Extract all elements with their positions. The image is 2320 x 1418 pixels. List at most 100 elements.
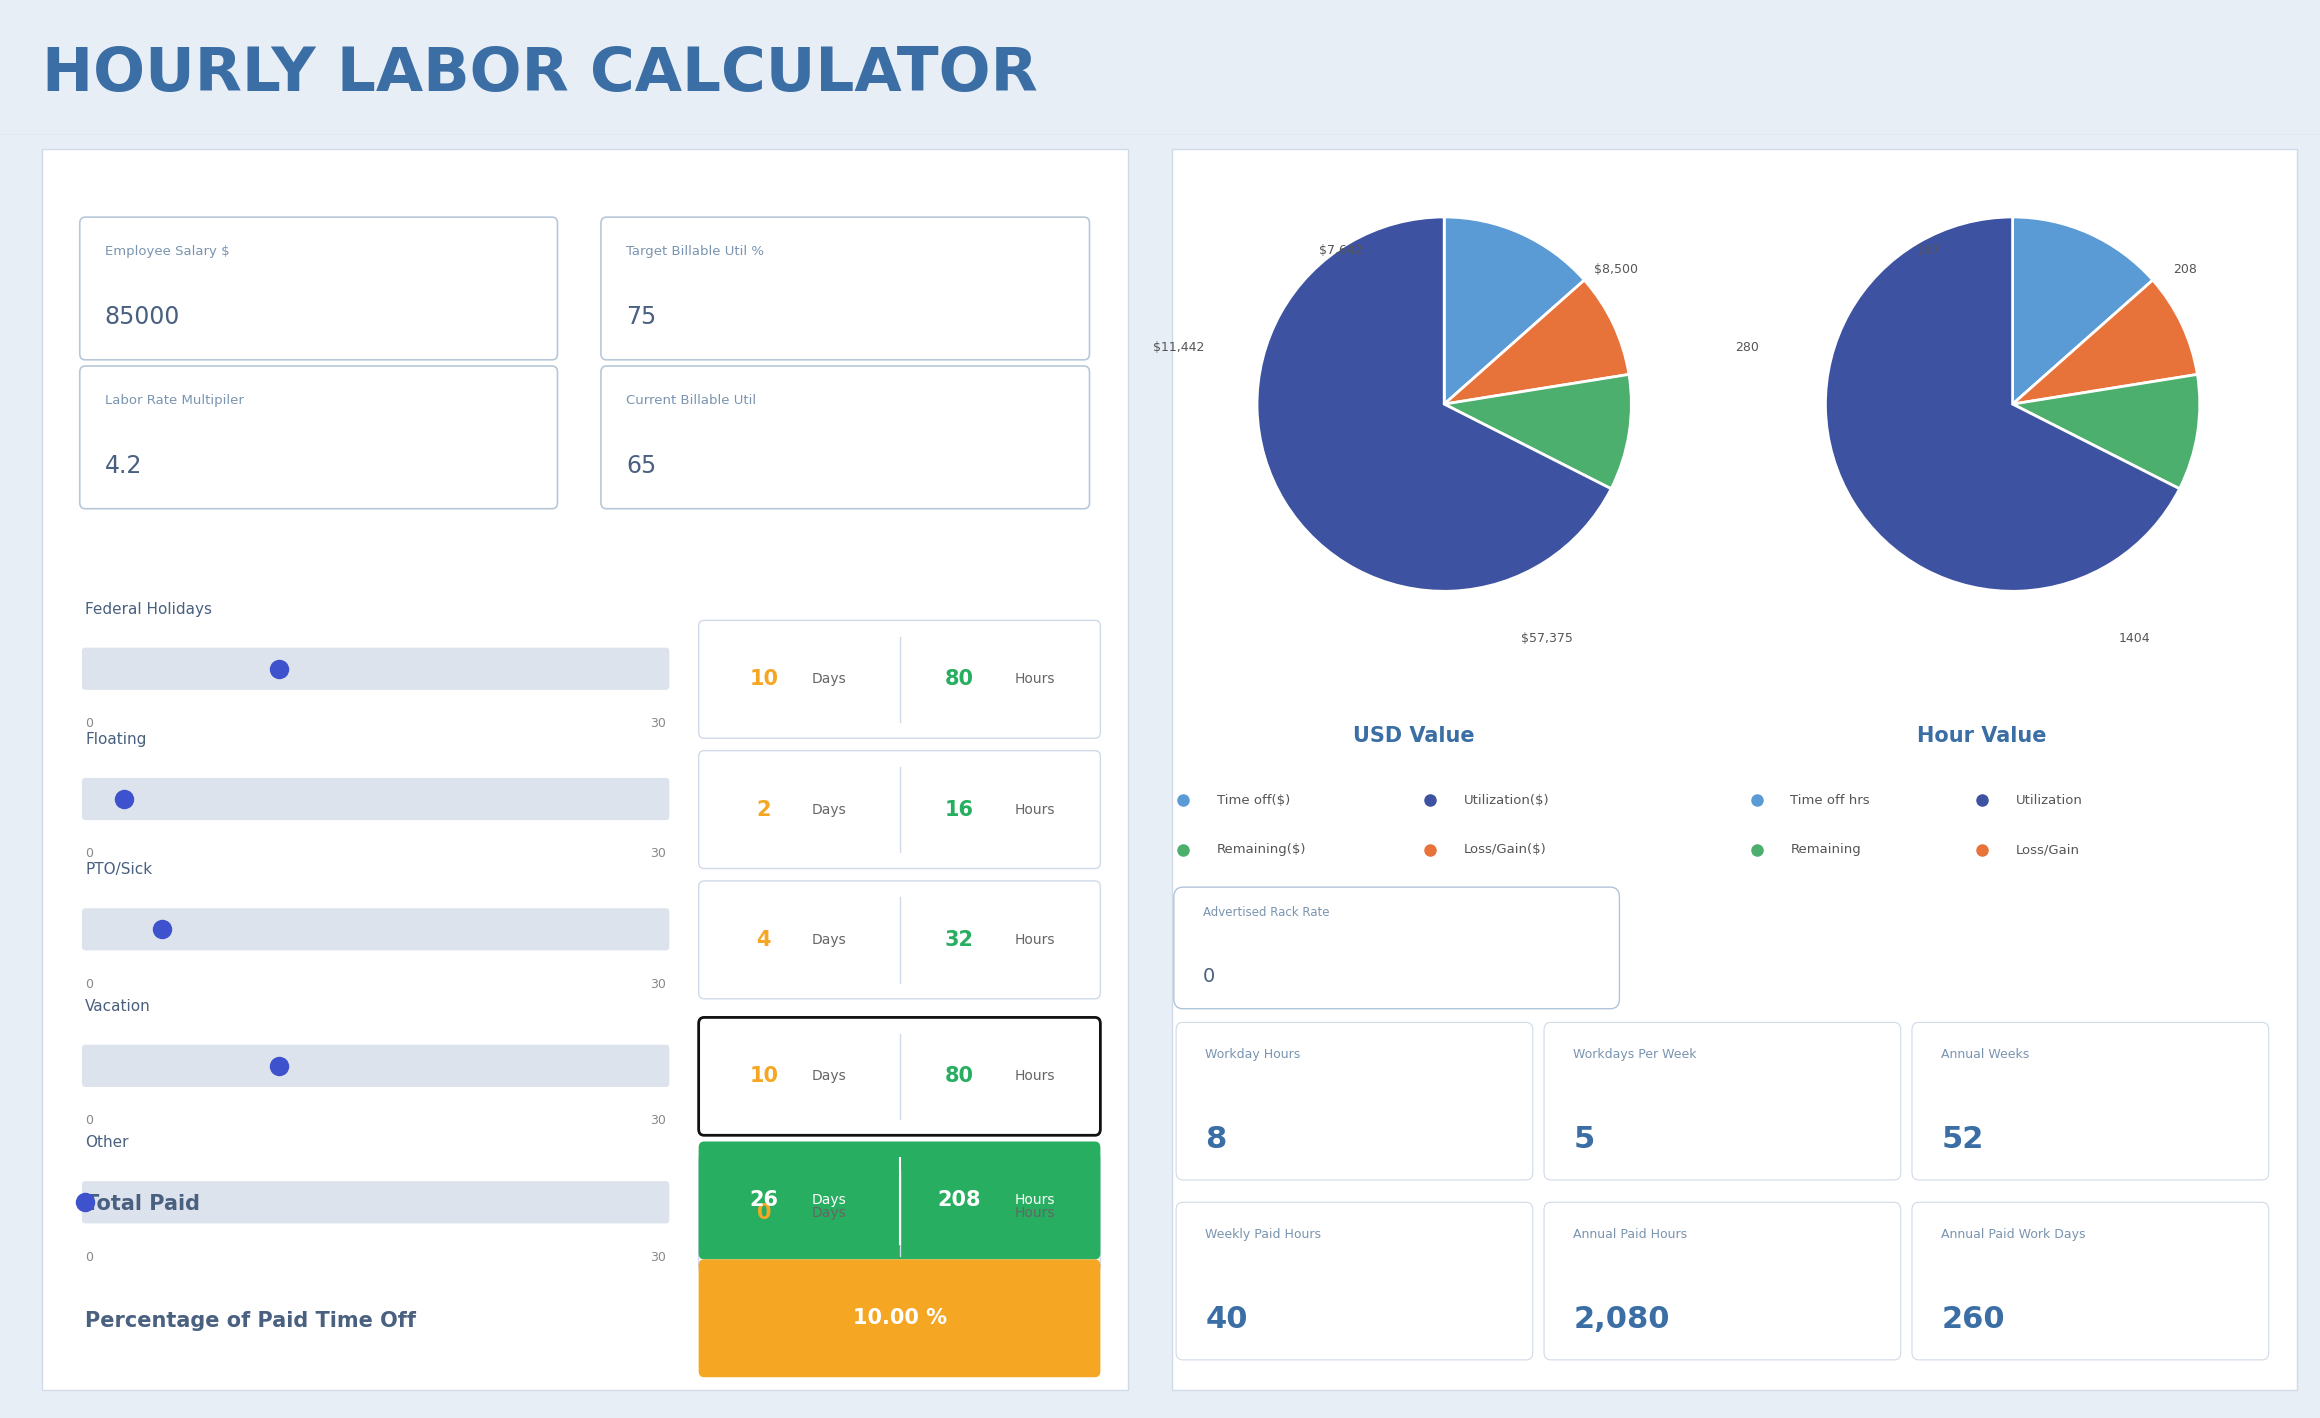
Text: $57,375: $57,375 <box>1522 631 1573 645</box>
Text: 30: 30 <box>650 1251 666 1263</box>
Text: Annual Paid Hours: Annual Paid Hours <box>1573 1228 1687 1241</box>
FancyBboxPatch shape <box>698 1018 1100 1136</box>
Text: Loss/Gain: Loss/Gain <box>2016 844 2079 856</box>
FancyBboxPatch shape <box>81 778 670 820</box>
Text: PTO/Sick: PTO/Sick <box>86 862 153 878</box>
Text: 32: 32 <box>944 930 974 950</box>
Text: 30: 30 <box>650 718 666 730</box>
Text: Vacation: Vacation <box>86 998 151 1014</box>
FancyBboxPatch shape <box>1912 1202 2269 1360</box>
Text: 8: 8 <box>1206 1124 1227 1154</box>
Text: Days: Days <box>812 803 847 817</box>
FancyBboxPatch shape <box>79 366 557 509</box>
Text: 52: 52 <box>1942 1124 1984 1154</box>
Text: 280: 280 <box>1735 342 1759 354</box>
FancyBboxPatch shape <box>81 1181 670 1224</box>
Text: 80: 80 <box>944 1066 974 1086</box>
Text: Remaining: Remaining <box>1791 844 1861 856</box>
FancyBboxPatch shape <box>1545 1202 1900 1360</box>
Text: 187: 187 <box>1916 244 1940 257</box>
Text: 0: 0 <box>86 978 93 991</box>
Text: 0: 0 <box>951 1202 967 1222</box>
FancyBboxPatch shape <box>698 750 1100 868</box>
Wedge shape <box>2011 217 2153 404</box>
Text: Percentage of Paid Time Off: Percentage of Paid Time Off <box>86 1312 415 1332</box>
Text: 80: 80 <box>944 669 974 689</box>
Text: 10: 10 <box>749 1066 777 1086</box>
FancyBboxPatch shape <box>698 1259 1100 1377</box>
Text: 0: 0 <box>86 718 93 730</box>
Text: 30: 30 <box>650 978 666 991</box>
Wedge shape <box>1443 374 1631 489</box>
FancyBboxPatch shape <box>1176 1202 1534 1360</box>
Text: 10: 10 <box>749 669 777 689</box>
Text: 0: 0 <box>1204 967 1216 987</box>
Text: 1404: 1404 <box>2118 631 2151 645</box>
Text: Days: Days <box>812 1205 847 1219</box>
Text: Days: Days <box>812 672 847 686</box>
Text: 208: 208 <box>937 1190 981 1210</box>
Text: Current Billable Util: Current Billable Util <box>626 394 756 407</box>
FancyBboxPatch shape <box>79 217 557 360</box>
Text: Total Paid: Total Paid <box>86 1194 200 1214</box>
Text: Loss/Gain($): Loss/Gain($) <box>1464 844 1547 856</box>
Text: 85000: 85000 <box>104 305 181 329</box>
FancyBboxPatch shape <box>601 217 1090 360</box>
Text: Utilization($): Utilization($) <box>1464 794 1550 807</box>
Text: Floating: Floating <box>86 732 146 747</box>
Text: 65: 65 <box>626 454 657 478</box>
Text: Workdays Per Week: Workdays Per Week <box>1573 1048 1696 1062</box>
Text: HOURLY LABOR CALCULATOR: HOURLY LABOR CALCULATOR <box>42 44 1037 104</box>
Text: Time off hrs: Time off hrs <box>1791 794 1870 807</box>
Text: 0: 0 <box>756 1202 770 1222</box>
FancyBboxPatch shape <box>81 908 670 950</box>
FancyBboxPatch shape <box>698 881 1100 998</box>
Text: 5: 5 <box>1573 1124 1594 1154</box>
Text: 2: 2 <box>756 800 770 820</box>
FancyBboxPatch shape <box>698 1154 1100 1272</box>
Text: $11,442: $11,442 <box>1153 342 1204 354</box>
Text: 4.2: 4.2 <box>104 454 142 478</box>
Text: 0: 0 <box>86 1115 93 1127</box>
Text: 4: 4 <box>756 930 770 950</box>
Text: Federal Holidays: Federal Holidays <box>86 601 211 617</box>
Text: Hours: Hours <box>1014 1193 1056 1207</box>
Text: 260: 260 <box>1942 1305 2004 1334</box>
Text: 0: 0 <box>86 848 93 861</box>
Text: Time off($): Time off($) <box>1216 794 1290 807</box>
Text: Days: Days <box>812 933 847 947</box>
Text: 2,080: 2,080 <box>1573 1305 1670 1334</box>
Text: Employee Salary $: Employee Salary $ <box>104 245 230 258</box>
Text: Hour Value: Hour Value <box>1916 726 2046 746</box>
Wedge shape <box>2011 281 2197 404</box>
Wedge shape <box>1826 217 2178 591</box>
Text: 208: 208 <box>2174 262 2197 277</box>
Text: Hours: Hours <box>1014 1205 1056 1219</box>
FancyBboxPatch shape <box>1176 1022 1534 1180</box>
Text: Annual Paid Work Days: Annual Paid Work Days <box>1942 1228 2086 1241</box>
FancyBboxPatch shape <box>1912 1022 2269 1180</box>
Text: 30: 30 <box>650 1115 666 1127</box>
FancyBboxPatch shape <box>1172 149 2297 1390</box>
FancyBboxPatch shape <box>601 366 1090 509</box>
Text: Hours: Hours <box>1014 803 1056 817</box>
FancyBboxPatch shape <box>1545 1022 1900 1180</box>
Text: 10.00 %: 10.00 % <box>851 1307 947 1327</box>
Text: $8,500: $8,500 <box>1594 262 1638 277</box>
Text: Remaining($): Remaining($) <box>1216 844 1306 856</box>
FancyBboxPatch shape <box>698 1141 1100 1259</box>
Text: Days: Days <box>812 1069 847 1083</box>
FancyBboxPatch shape <box>698 620 1100 739</box>
Wedge shape <box>1257 217 1610 591</box>
FancyBboxPatch shape <box>42 149 1128 1390</box>
Wedge shape <box>1443 281 1629 404</box>
Wedge shape <box>1443 217 1585 404</box>
Text: Annual Weeks: Annual Weeks <box>1942 1048 2030 1062</box>
Text: Weekly Paid Hours: Weekly Paid Hours <box>1206 1228 1322 1241</box>
Text: Hours: Hours <box>1014 672 1056 686</box>
Text: 75: 75 <box>626 305 657 329</box>
Text: Other: Other <box>86 1136 128 1150</box>
Text: 30: 30 <box>650 848 666 861</box>
Text: 40: 40 <box>1206 1305 1248 1334</box>
Text: Days: Days <box>812 1193 847 1207</box>
